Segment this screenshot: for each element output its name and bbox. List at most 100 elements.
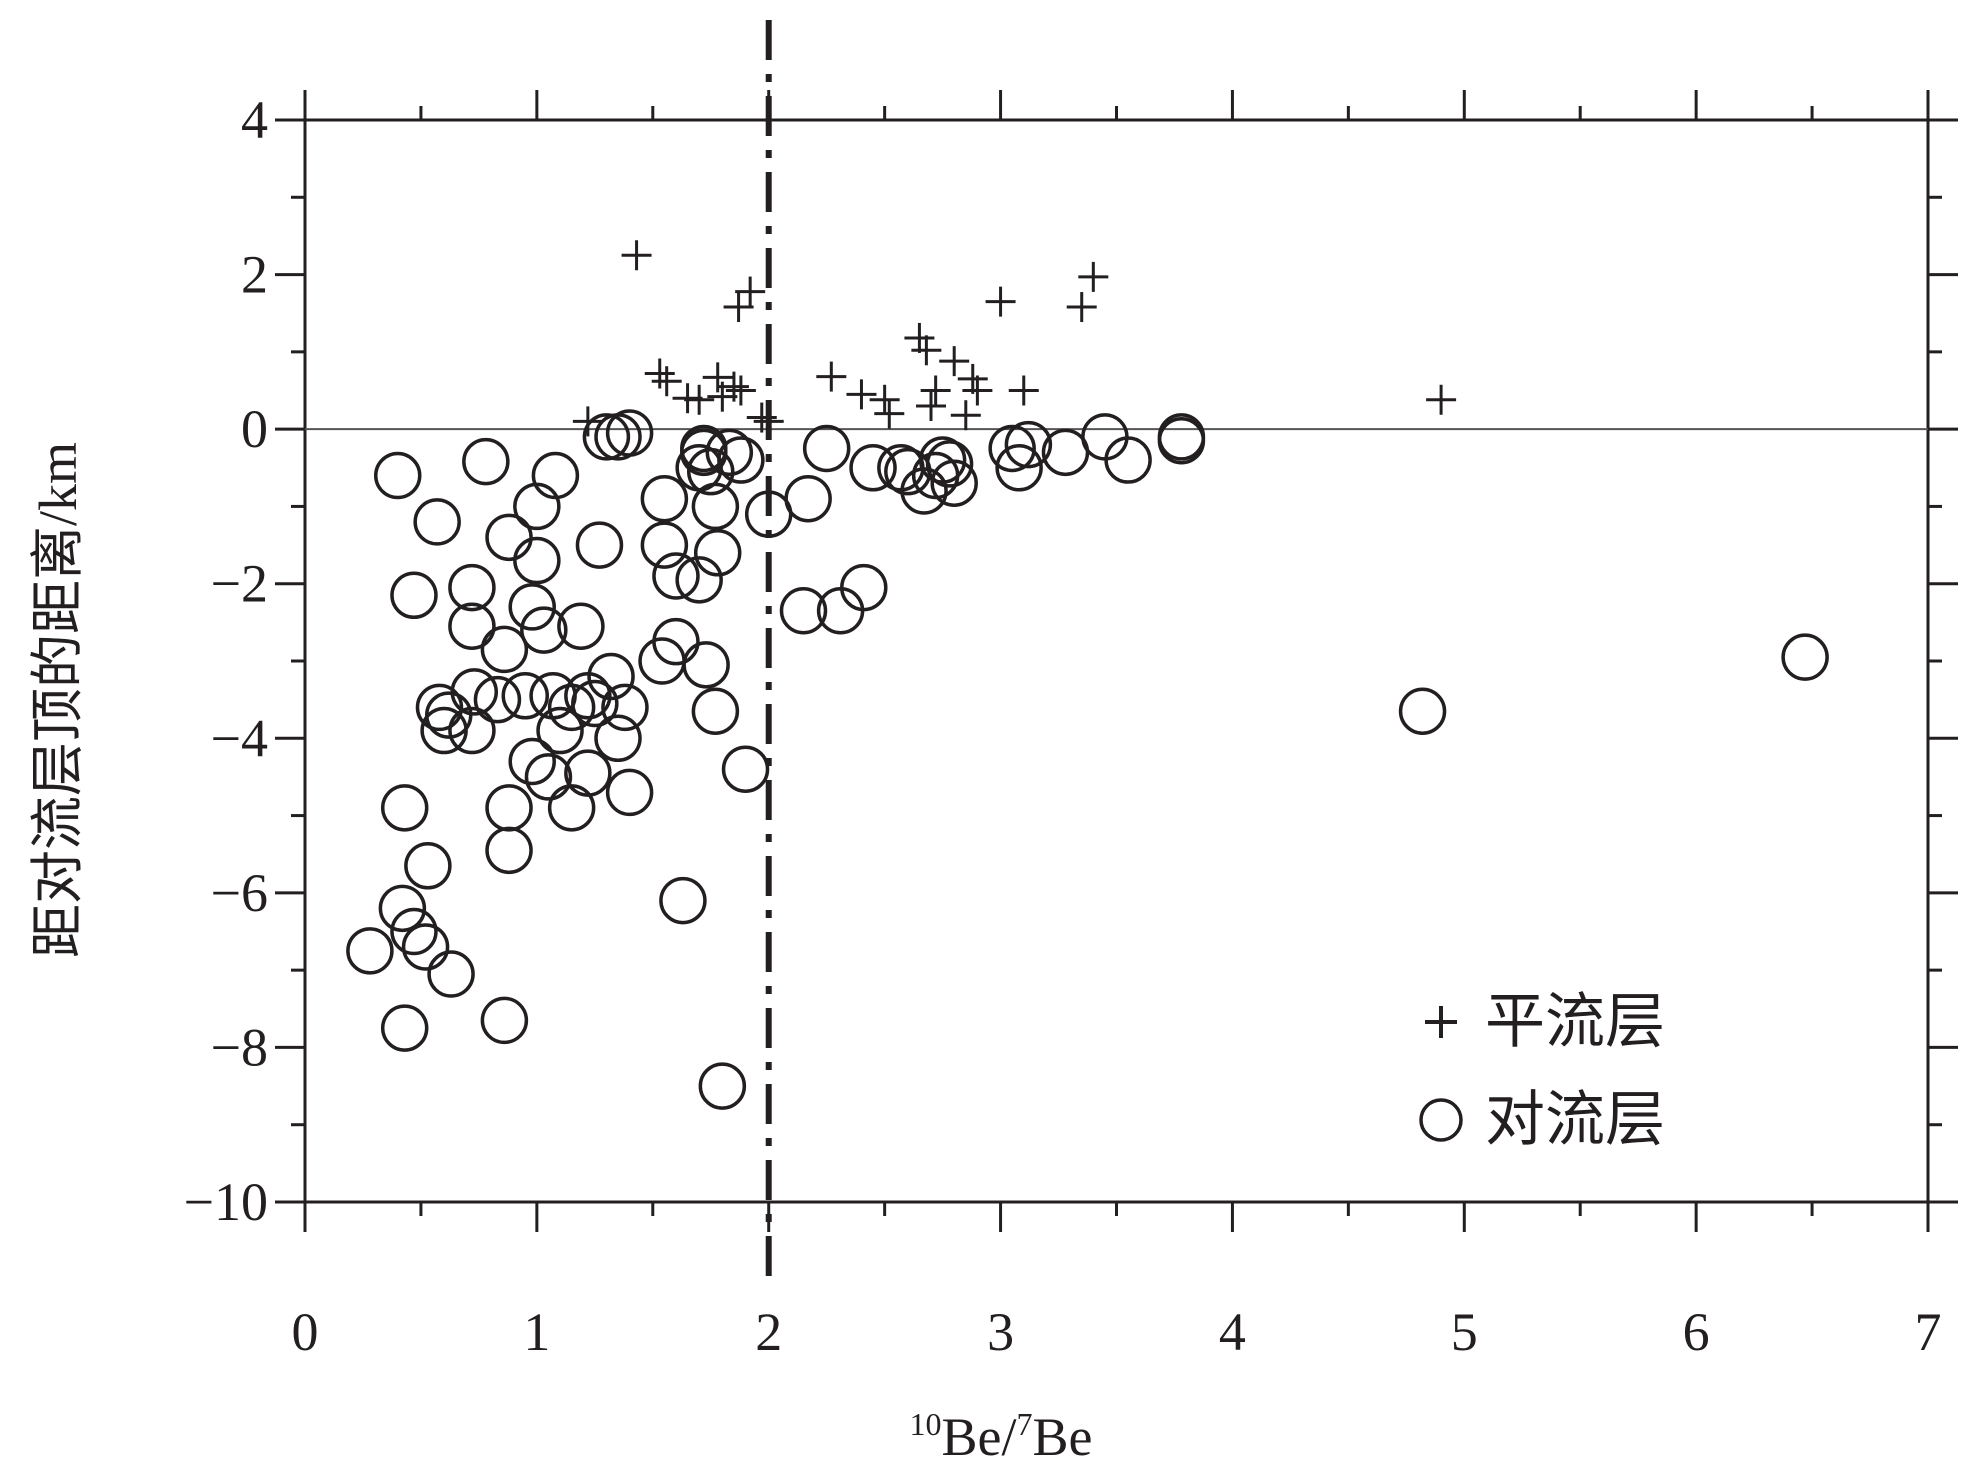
stratosphere-point xyxy=(920,375,951,406)
x-tick-label: 7 xyxy=(1915,1302,1942,1362)
stratosphere-point xyxy=(723,292,754,323)
x-tick-label: 5 xyxy=(1451,1302,1478,1362)
stratosphere-point xyxy=(621,240,652,271)
stratosphere-point xyxy=(735,276,766,307)
stratosphere-point xyxy=(725,375,756,406)
troposphere-point xyxy=(508,583,556,631)
troposphere-point xyxy=(849,444,897,492)
stratosphere-point xyxy=(746,402,777,433)
y-tick-label: −6 xyxy=(211,863,268,923)
series-stratosphere xyxy=(572,240,1457,437)
axes: 0 1 2 3 4 5 6 7 4 2 0 −2 −4 −6 −8 −10 xyxy=(184,20,1958,1362)
stratosphere-point xyxy=(904,322,935,353)
plus-marker-icon xyxy=(1425,1006,1457,1038)
stratosphere-point xyxy=(962,375,993,406)
troposphere-point xyxy=(413,498,461,546)
y-tick-label: −10 xyxy=(184,1172,268,1232)
troposphere-point xyxy=(693,529,742,577)
stratosphere-point xyxy=(707,381,738,412)
y-tick-label: 2 xyxy=(241,245,268,305)
stratosphere-point xyxy=(950,400,981,431)
legend-item-troposphere: 对流层 xyxy=(1419,1085,1665,1155)
troposphere-point xyxy=(698,1062,747,1110)
troposphere-point xyxy=(524,753,573,801)
troposphere-point xyxy=(448,602,496,650)
x-tick-label: 6 xyxy=(1683,1302,1710,1362)
troposphere-point xyxy=(571,679,619,728)
troposphere-point xyxy=(415,683,464,732)
x-tick-label: 0 xyxy=(292,1302,319,1362)
y-tick-label: −8 xyxy=(211,1017,268,1077)
troposphere-point xyxy=(380,1004,429,1052)
stratosphere-point xyxy=(753,406,784,437)
troposphere-point xyxy=(1157,413,1206,461)
troposphere-point xyxy=(378,884,427,933)
y-tick-label: 4 xyxy=(241,90,268,150)
troposphere-point xyxy=(373,451,422,500)
troposphere-point xyxy=(513,482,561,531)
troposphere-point xyxy=(462,437,510,486)
stratosphere-point xyxy=(1078,261,1109,292)
stratosphere-point xyxy=(651,366,682,397)
troposphere-point xyxy=(682,641,730,689)
troposphere-point xyxy=(605,409,654,457)
troposphere-point xyxy=(448,706,496,755)
troposphere-point xyxy=(547,683,596,732)
y-axis-title: 距对流层顶的距离/km xyxy=(28,442,88,958)
troposphere-point xyxy=(1398,687,1447,735)
x-tick-label: 2 xyxy=(755,1302,782,1362)
troposphere-point xyxy=(485,826,533,875)
x-axis-title-superscript-2: 7 xyxy=(1017,1406,1033,1442)
troposphere-point xyxy=(448,563,496,612)
stratosphere-point xyxy=(957,363,988,394)
troposphere-point xyxy=(1157,416,1206,465)
troposphere-point xyxy=(601,683,649,732)
troposphere-point xyxy=(485,513,533,562)
troposphere-point xyxy=(652,552,700,600)
x-tick-label: 3 xyxy=(987,1302,1014,1362)
data-markers xyxy=(346,240,1829,1110)
troposphere-point xyxy=(1004,420,1053,469)
troposphere-point xyxy=(691,687,740,735)
stratosphere-point xyxy=(911,335,942,366)
troposphere-point xyxy=(605,768,654,817)
troposphere-point xyxy=(508,737,556,786)
troposphere-point xyxy=(1081,413,1129,461)
stratosphere-point xyxy=(672,383,703,414)
stratosphere-point xyxy=(1426,384,1457,415)
troposphere-point xyxy=(520,606,568,654)
troposphere-point xyxy=(380,784,429,832)
troposphere-point xyxy=(531,451,580,500)
x-axis-title-superscript-1: 10 xyxy=(910,1406,942,1442)
y-tick-label: 0 xyxy=(241,399,268,459)
troposphere-point xyxy=(784,474,832,523)
stratosphere-point xyxy=(816,361,847,392)
x-axis-title-part-2: Be xyxy=(1033,1407,1093,1467)
y-tick-label: −4 xyxy=(211,708,268,768)
stratosphere-point xyxy=(1008,375,1039,406)
troposphere-point xyxy=(995,444,1043,492)
troposphere-point xyxy=(427,950,475,998)
series-troposphere xyxy=(346,409,1829,1110)
troposphere-point xyxy=(640,474,689,523)
troposphere-point xyxy=(485,784,533,832)
stratosphere-point xyxy=(869,384,900,415)
stratosphere-point xyxy=(874,398,905,429)
troposphere-point xyxy=(918,436,967,484)
troposphere-point xyxy=(390,907,438,956)
troposphere-point xyxy=(779,587,828,635)
stratosphere-point xyxy=(702,362,733,393)
troposphere-point xyxy=(557,602,605,650)
troposphere-point xyxy=(390,571,438,620)
troposphere-point xyxy=(420,706,468,755)
troposphere-point xyxy=(536,706,584,755)
troposphere-point xyxy=(900,467,948,515)
troposphere-point xyxy=(988,424,1036,473)
x-tick-label: 1 xyxy=(523,1302,550,1362)
x-axis-title: 10Be/7Be xyxy=(910,1406,1093,1467)
plot-frame xyxy=(303,118,1930,1204)
troposphere-point xyxy=(930,459,978,507)
stratosphere-point xyxy=(572,406,603,437)
legend-item-stratosphere: 平流层 xyxy=(1425,987,1665,1057)
